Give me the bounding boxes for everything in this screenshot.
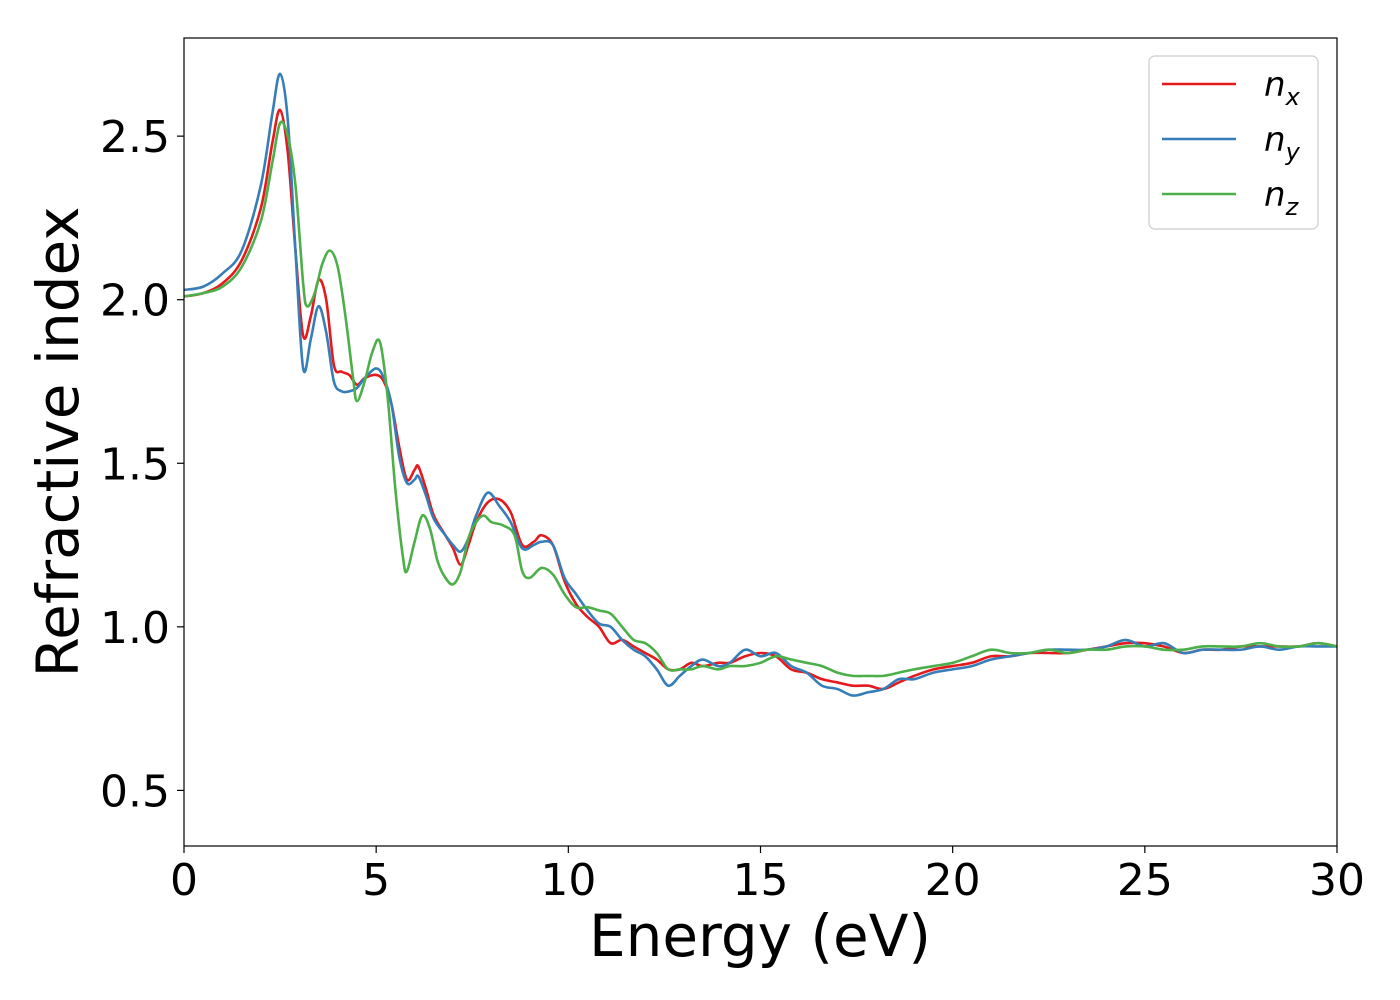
y-axis-label: Refractive index xyxy=(24,206,92,677)
y-tick-label: 2.0 xyxy=(100,276,170,327)
series-line-z xyxy=(184,120,1337,678)
x-axis-label: Energy (eV) xyxy=(589,902,931,970)
y-tick-label: 1.5 xyxy=(100,439,170,490)
x-axis: 0 5 10 15 20 25 30 xyxy=(170,846,1365,906)
legend-frame xyxy=(1148,55,1319,230)
series-layer xyxy=(184,72,1337,697)
x-tick-label: 30 xyxy=(1309,855,1365,906)
legend-label-y: ny xyxy=(1264,120,1301,166)
x-tick-label: 10 xyxy=(540,855,596,906)
y-tick-label: 1.0 xyxy=(100,603,170,654)
x-tick-label: 20 xyxy=(925,855,981,906)
legend-label-x: nx xyxy=(1264,65,1301,111)
x-tick-label: 0 xyxy=(170,855,198,906)
x-tick-label: 25 xyxy=(1117,855,1173,906)
series-line-x xyxy=(184,108,1337,691)
y-tick-label: 0.5 xyxy=(100,766,170,817)
y-axis: 0.5 1.0 1.5 2.0 2.5 xyxy=(100,112,184,817)
x-tick-label: 5 xyxy=(362,855,390,906)
y-tick-label: 2.5 xyxy=(100,112,170,163)
x-tick-label: 15 xyxy=(733,855,789,906)
